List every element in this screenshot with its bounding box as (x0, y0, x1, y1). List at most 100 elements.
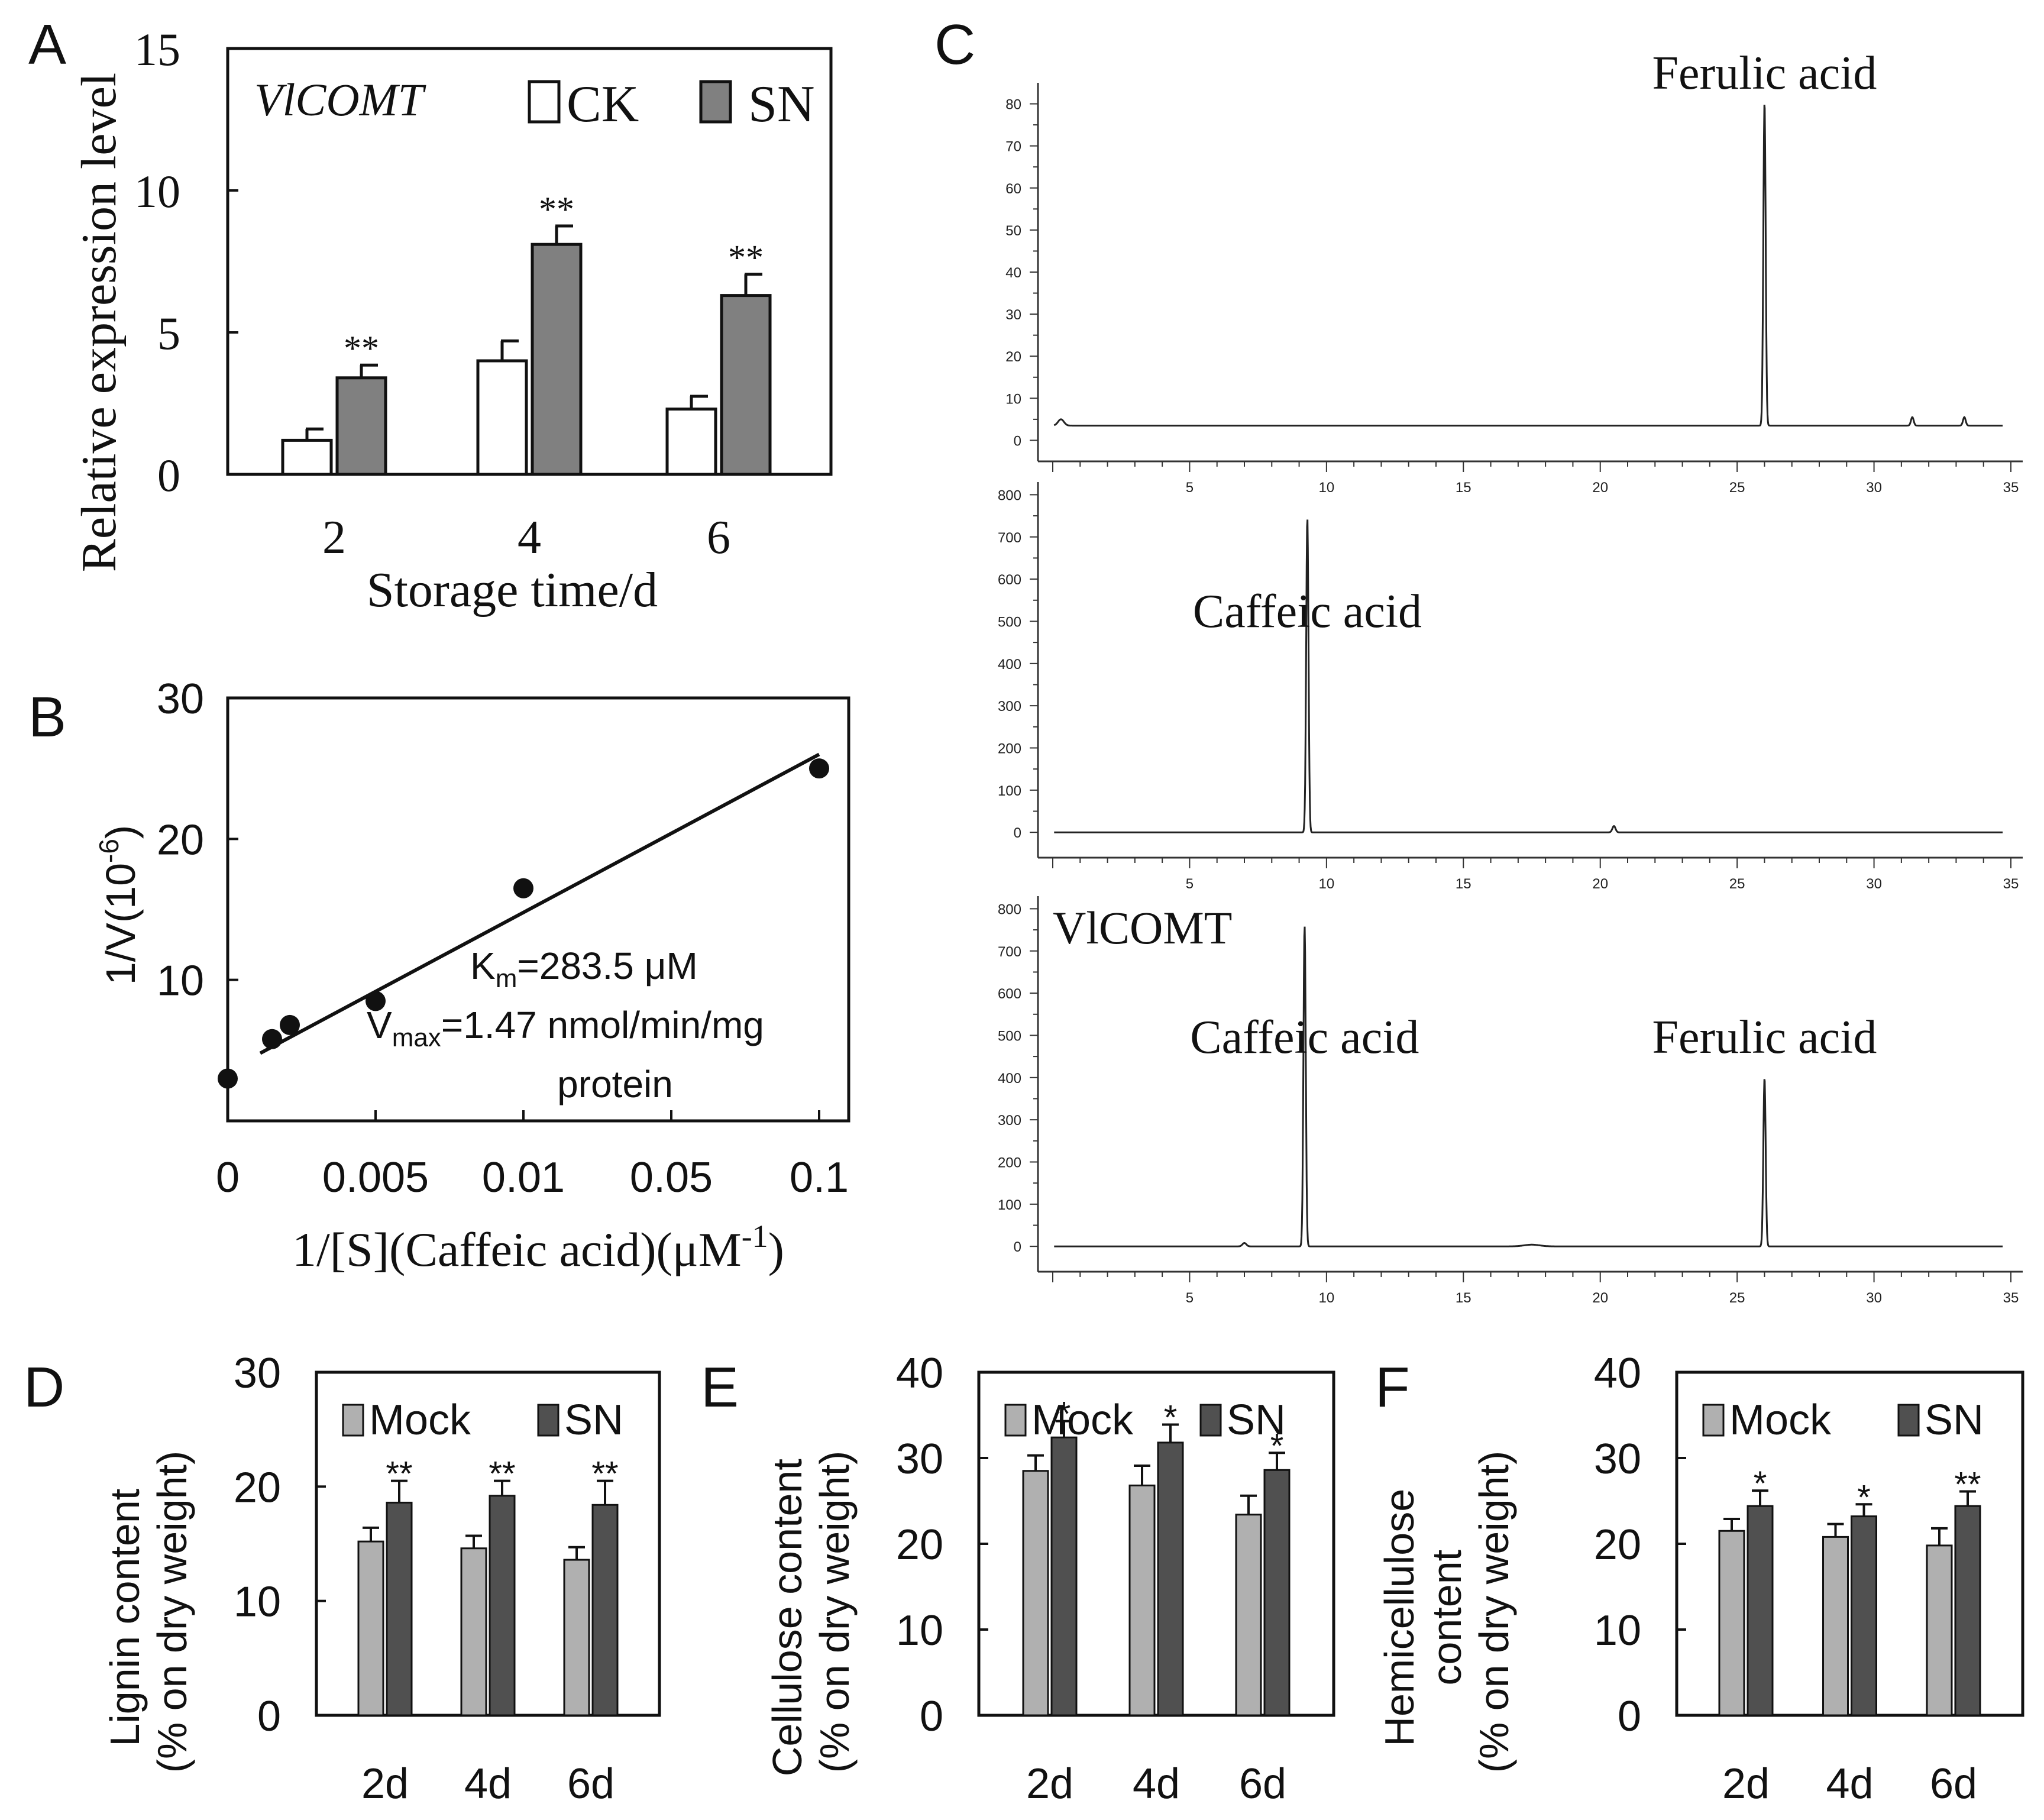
y-tick-label: 20 (1005, 349, 1021, 365)
x-tick-label: 5 (1186, 480, 1194, 496)
y-tick-label: 800 (998, 487, 1021, 503)
chromatogram-ferulic-standard: 5 10 15 20 25 30 35 0 10 20 30 40 50 60 70 80 Ferulic ac… (1005, 47, 2023, 496)
vmax-annotation: Vmax=1.47 nmol/min/mg (367, 1004, 764, 1052)
significance-label: ** (489, 1455, 515, 1494)
legend-label-mock: Mock (1031, 1396, 1134, 1444)
vmax-annotation-line2: protein (557, 1063, 673, 1105)
y-tick-label: 300 (998, 699, 1021, 715)
bar-sn (1747, 1505, 1774, 1716)
chromatogram-title: VlCOMT (1053, 902, 1232, 953)
x-axis-a: 2 4 6 (322, 512, 730, 564)
significance-label: * (1857, 1478, 1871, 1517)
y-tick-label: 20 (896, 1521, 943, 1569)
y-tick-label: 0 (257, 1693, 281, 1740)
bar-sn (1954, 1505, 1981, 1716)
bar-mock (1022, 1470, 1049, 1716)
y-tick-label: 70 (1005, 139, 1021, 155)
bar-sn (1851, 1515, 1877, 1716)
y-tick-label: 30 (896, 1436, 943, 1483)
x-tick-label: 0.1 (790, 1154, 849, 1201)
x-tick-label: 10 (1319, 1290, 1335, 1306)
x-tick-label: 4d (1133, 1760, 1180, 1808)
data-point (218, 1068, 238, 1089)
x-tick-label: 6d (1930, 1760, 1977, 1808)
x-tick-label: 2d (1722, 1760, 1770, 1808)
x-axis-b: 0 0.005 0.01 0.05 0.1 (216, 1110, 849, 1201)
y-tick-label: 500 (998, 1028, 1021, 1044)
y-tick-label: 100 (998, 783, 1021, 799)
trace-line (1053, 104, 2003, 427)
significance-label: * (1164, 1398, 1178, 1437)
panel-b: B 10 20 30 0 0.005 0.01 0.05 0.1 1/V(10-6) 1/[… (28, 675, 850, 1276)
bar-ck (281, 438, 333, 476)
x-tick-label: 4 (518, 512, 541, 564)
bar-chart-panel-d: 0 10 20 30 2d ** 4d ** 6d ** Mock SN (234, 1350, 661, 1808)
x-tick-label: 2 (322, 512, 346, 564)
data-point (513, 878, 533, 898)
significance-label: * (1057, 1395, 1071, 1434)
plot-frame-a (226, 47, 833, 476)
significance-label: ** (1954, 1466, 1981, 1504)
x-tick-label: 0.01 (482, 1154, 565, 1201)
gene-label-a: VlCOMT (254, 74, 426, 125)
legend-swatch-mock (1004, 1404, 1027, 1437)
bar-mock (1128, 1484, 1156, 1716)
y-tick-label: 400 (998, 1071, 1021, 1087)
bar-sn (1157, 1441, 1184, 1716)
y-tick-label: 20 (1594, 1521, 1641, 1569)
y-tick-label: 300 (998, 1113, 1021, 1129)
y-tick-label: 30 (1005, 307, 1021, 323)
fit-line (259, 752, 820, 1055)
bar-mock (1822, 1535, 1849, 1716)
plot-frame-b (226, 696, 850, 1123)
y-axis-title-f: Hemicellulose content (% on dry weight) (1376, 1451, 1517, 1773)
plot-frame (315, 1370, 661, 1717)
significance-label: ** (344, 329, 379, 368)
legend-label-sn: SN (1227, 1396, 1286, 1444)
significance-label: * (1754, 1465, 1767, 1503)
y-tick-label: 10 (1594, 1607, 1641, 1654)
panel-label-f: F (1375, 1356, 1410, 1419)
x-tick-label: 35 (2003, 1290, 2019, 1306)
y-tick-label: 200 (998, 1155, 1021, 1171)
panel-a: A 0 5 10 15 ** ** ** 2 4 6 Relative expression … (28, 13, 833, 618)
significance-label: ** (728, 238, 764, 277)
bar-mock (1235, 1514, 1262, 1716)
y-tick-label: 400 (998, 657, 1021, 673)
x-tick-label: 2d (1026, 1760, 1073, 1808)
chromatogram-caffeic-standard: 5 10 15 20 25 30 35 0 100 200 300 400 500 600 700 800 Ca… (998, 482, 2023, 892)
y-tick-label: 0 (157, 450, 180, 501)
bars-a: ** ** ** (281, 190, 772, 476)
x-tick-label: 30 (1866, 480, 1882, 496)
x-tick-label: 35 (2003, 876, 2019, 892)
legend-swatch-ck (528, 80, 561, 124)
legend-label-sn: SN (564, 1396, 623, 1444)
panel-c: C 5 10 15 20 25 30 3501020304050607080Ferulic … (934, 13, 2023, 1306)
y-axis-title-d: Lignin content (% on dry weight) (102, 1451, 195, 1773)
x-tick-label: 35 (2003, 480, 2019, 496)
x-tick-label: 15 (1456, 480, 1471, 496)
y-tick-label: 30 (234, 1350, 281, 1397)
x-tick-label: 4d (464, 1760, 512, 1808)
x-tick-label: 15 (1456, 1290, 1471, 1306)
x-tick-label: 10 (1319, 876, 1335, 892)
bar-mock (563, 1559, 590, 1716)
y-tick-label: 15 (134, 24, 180, 75)
bar-sn (489, 1495, 516, 1716)
y-tick-label: 80 (1005, 97, 1021, 113)
bar-sn (591, 1504, 619, 1716)
x-tick-label: 4d (1826, 1760, 1873, 1808)
x-tick-label: 2d (361, 1760, 409, 1808)
panel-label-c: C (934, 13, 975, 76)
x-tick-label: 6d (1239, 1760, 1286, 1808)
panel-label-e: E (701, 1356, 739, 1419)
y-tick-label: 700 (998, 944, 1021, 960)
x-tick-label: 30 (1866, 876, 1882, 892)
panel-label-b: B (28, 686, 66, 749)
legend-swatch-mock (342, 1404, 364, 1437)
x-tick-label: 25 (1729, 1290, 1745, 1306)
y-tick-label: 0 (1014, 433, 1021, 449)
